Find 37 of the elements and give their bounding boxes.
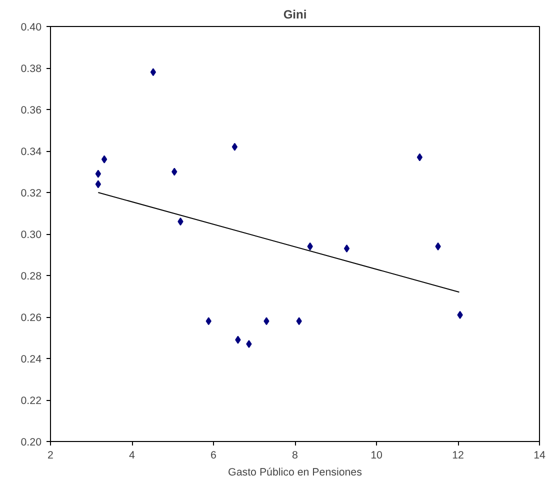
point (206, 317, 212, 326)
x-tick-label: 6 (210, 450, 217, 462)
x-tick-label: 4 (129, 450, 136, 462)
y-tick-label: 0.38 (20, 63, 42, 75)
y-tick-label: 0.20 (20, 436, 42, 448)
point (95, 170, 102, 178)
x-tick-label: 14 (534, 450, 546, 462)
y-tick-label: 0.32 (20, 188, 42, 200)
point (435, 242, 441, 250)
point (264, 317, 270, 326)
y-tick-label: 0.24 (20, 354, 42, 366)
x-axis-title: Gasto Público en Pensiones (228, 466, 362, 478)
point (344, 244, 350, 253)
point (307, 242, 313, 250)
point (95, 180, 102, 188)
y-tick-label: 0.40 (20, 22, 42, 34)
x-tick-label: 8 (292, 450, 298, 462)
point (416, 153, 423, 162)
x-tick-label: 10 (370, 450, 382, 462)
y-tick-label: 0.36 (20, 104, 42, 116)
y-tick-label: 0.22 (20, 395, 42, 407)
y-tick-label: 0.30 (20, 229, 42, 241)
point (101, 155, 108, 164)
point (235, 336, 241, 344)
x-tick-label: 2 (48, 450, 54, 462)
x-tick-label: 12 (452, 450, 464, 462)
chart-title: Gini (283, 8, 307, 22)
point (246, 340, 252, 348)
point (232, 142, 238, 151)
point (296, 317, 302, 326)
point (178, 218, 184, 226)
y-tick-label: 0.34 (20, 146, 42, 158)
point (150, 68, 156, 76)
point (172, 168, 178, 176)
y-tick-label: 0.28 (20, 270, 42, 282)
y-tick-label: 0.26 (20, 312, 42, 324)
point (457, 310, 463, 319)
